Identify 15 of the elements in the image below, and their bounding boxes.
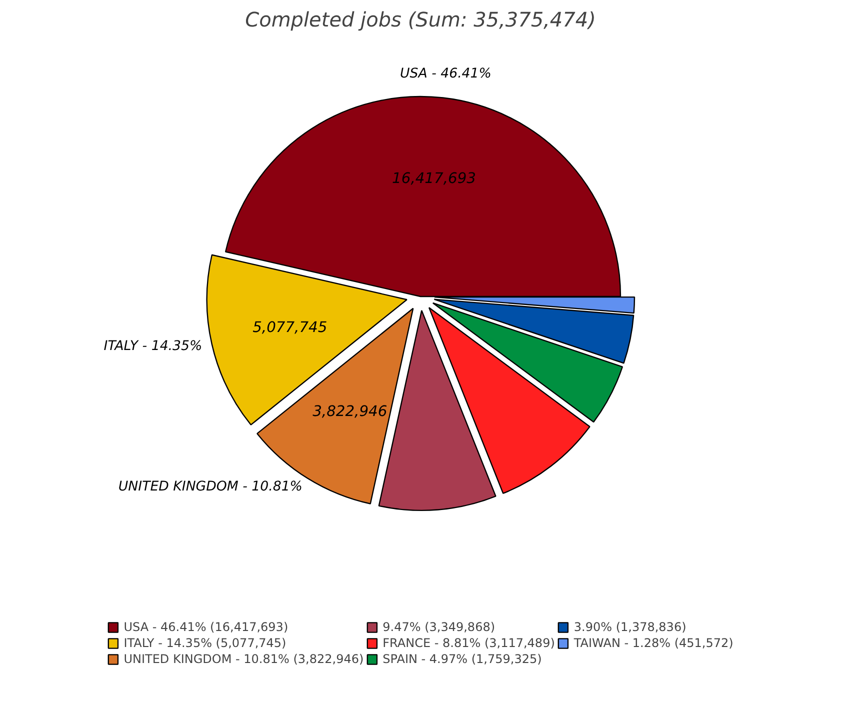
text: UNITED KINGDOM - 10.81% <box>118 479 302 494</box>
text: ITALY - 14.35% <box>104 339 202 354</box>
chart-title: Completed jobs (Sum: 35,375,474) <box>245 8 596 32</box>
text: USA - 46.41% <box>400 66 492 82</box>
legend-label: TAIWAN - 1.28% (451,572) <box>574 636 734 650</box>
legend-label: UNITED KINGDOM - 10.81% (3,822,946) <box>124 652 364 666</box>
data-label: 5,077,745 <box>252 318 328 336</box>
legend-label: 9.47% (3,349,868) <box>382 620 496 634</box>
legend-label: 3.90% (1,378,836) <box>574 620 686 634</box>
legend-label: FRANCE - 8.81% (3,117,489) <box>382 636 555 650</box>
legend-label: USA - 46.41% (16,417,693) <box>124 620 288 634</box>
data-label: 16,417,693 <box>392 170 476 187</box>
legend-label: ITALY - 14.35% (5,077,745) <box>124 636 286 650</box>
data-label: 3,822,946 <box>312 402 388 420</box>
legend-label: SPAIN - 4.97% (1,759,325) <box>382 652 542 666</box>
